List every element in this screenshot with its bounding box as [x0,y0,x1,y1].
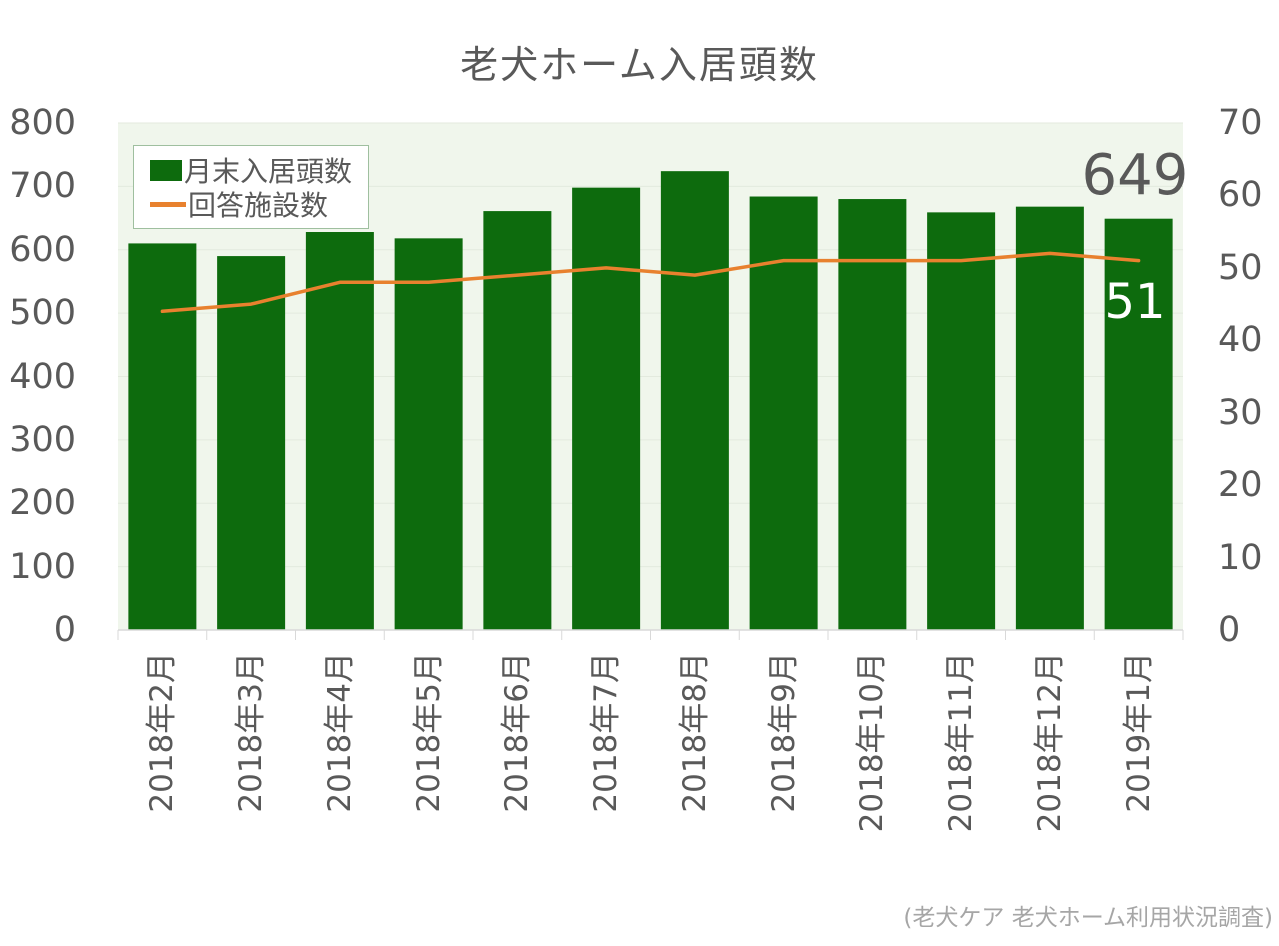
right-axis-tick-50: 50 [1218,247,1263,288]
bar-2018年4月 [305,232,374,630]
bar-2018年9月 [749,196,818,630]
right-axis-tick-40: 40 [1218,320,1263,361]
left-axis-tick-700: 700 [9,166,76,207]
left-axis-tick-800: 800 [9,103,76,143]
bar-2018年10月 [838,199,907,631]
right-axis-tick-0: 0 [1218,610,1241,650]
last-line-value-label: 51 [1104,274,1166,330]
bar-series-swatch-icon [150,159,182,181]
x-axis-label-2018年8月: 2018年8月 [676,652,713,813]
chart-title: 老犬ホーム入居頭数 [460,43,819,87]
last-bar-value-label: 649 [1081,143,1189,208]
left-axis-tick-500: 500 [9,293,76,334]
legend-label-bar-series: 月末入居頭数 [184,155,353,188]
left-axis-tick-600: 600 [9,229,76,270]
legend-label-line-series: 回答施設数 [188,189,329,222]
x-axis-label-2018年4月: 2018年4月 [321,652,358,813]
x-axis-label-2018年5月: 2018年5月 [410,652,447,813]
left-axis-tick-400: 400 [9,356,76,397]
right-axis-tick-30: 30 [1218,392,1263,433]
x-axis-label-2018年10月: 2018年10月 [854,652,891,833]
legend: 月末入居頭数 回答施設数 [133,145,369,229]
x-axis-label-2018年12月: 2018年12月 [1031,652,1068,833]
line-series-swatch-icon [150,201,186,207]
x-axis-label-2018年6月: 2018年6月 [499,652,536,813]
x-axis-label-2018年9月: 2018年9月 [765,652,802,813]
x-axis-label-2019年1月: 2019年1月 [1120,652,1157,813]
bar-2018年8月 [660,171,729,631]
x-axis-label-2018年2月: 2018年2月 [144,652,181,813]
bar-2018年12月 [1015,206,1084,630]
bar-2018年6月 [483,211,552,630]
bar-2018年11月 [927,212,996,630]
x-axis-label-2018年3月: 2018年3月 [233,652,270,813]
x-axis-label-2018年7月: 2018年7月 [588,652,625,813]
right-axis-tick-70: 70 [1218,103,1263,143]
legend-item-bar-series: 月末入居頭数 [150,153,356,188]
bar-2018年2月 [128,243,197,630]
left-axis-tick-0: 0 [53,610,76,650]
bar-2019年1月 [1104,218,1173,631]
bar-2018年5月 [394,238,463,630]
line-series-path [160,251,1141,314]
left-axis-tick-300: 300 [9,419,76,460]
x-axis-label-2018年11月: 2018年11月 [943,652,980,833]
right-axis-tick-10: 10 [1218,537,1263,578]
bar-2018年3月 [217,256,286,630]
source-note: (老犬ケア 老犬ホーム利用状況調査) [903,905,1273,931]
left-axis-tick-100: 100 [9,546,76,587]
right-axis-tick-20: 20 [1218,465,1263,506]
right-axis-tick-60: 60 [1218,175,1263,216]
left-axis-tick-200: 200 [9,483,76,524]
bar-2018年7月 [572,187,641,630]
legend-item-line-series: 回答施設数 [150,187,356,222]
